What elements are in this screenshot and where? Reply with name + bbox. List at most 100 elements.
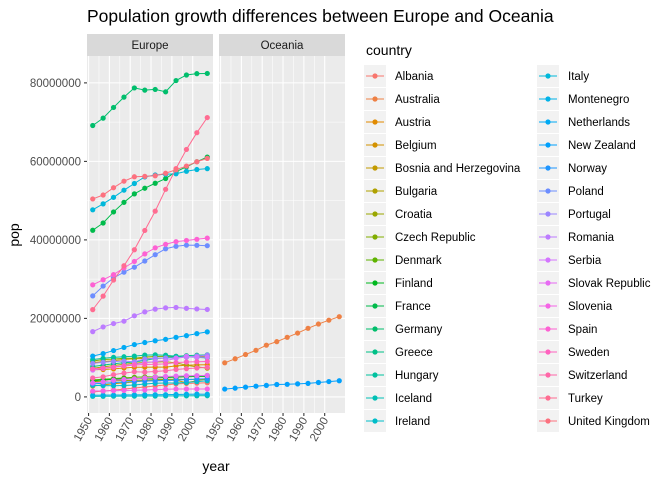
data-point-montenegro	[121, 392, 127, 398]
legend-item-greece: Greece	[364, 341, 433, 363]
data-point-spain	[204, 235, 210, 241]
data-point-australia	[315, 321, 322, 327]
legend-label: Portugal	[568, 209, 611, 221]
data-point-turkey	[204, 114, 210, 121]
data-point-slovenia	[204, 386, 210, 392]
data-point-turkey	[142, 227, 148, 234]
legend-label: Romania	[568, 232, 615, 244]
data-point-spain	[163, 241, 169, 247]
legend-title: country	[366, 42, 412, 58]
data-point-portugal	[90, 360, 96, 367]
facet-strip-oceania: Oceania	[219, 34, 345, 56]
y-tick-label: 0	[75, 392, 81, 404]
data-point-romania	[90, 329, 96, 335]
data-point-poland	[194, 242, 200, 248]
legend-item-united-kingdom: United Kingdom	[537, 410, 650, 432]
legend-item-germany: Germany	[364, 318, 443, 340]
legend-item-croatia: Croatia	[364, 203, 433, 225]
legend-key-point	[372, 395, 378, 401]
data-point-switzerland	[152, 368, 158, 375]
legend-label: Turkey	[568, 393, 603, 405]
series-romania	[90, 304, 210, 335]
data-point-montenegro	[90, 392, 96, 398]
legend-key-point	[372, 188, 378, 194]
data-point-poland	[121, 269, 127, 275]
data-point-switzerland	[142, 369, 148, 375]
data-point-spain	[173, 239, 179, 245]
data-point-germany	[100, 115, 106, 121]
series-line-iceland	[92, 395, 208, 397]
data-point-romania	[163, 305, 169, 311]
data-point-sweden	[90, 366, 96, 372]
data-point-sweden	[183, 359, 190, 365]
legend-label: Albania	[395, 71, 434, 83]
data-point-turkey	[110, 277, 117, 283]
data-point-germany	[121, 94, 127, 100]
data-point-france	[100, 220, 106, 226]
legend-key-point	[545, 326, 551, 332]
legend-key-point	[545, 165, 551, 171]
data-point-poland	[100, 283, 106, 289]
grid-lines	[87, 56, 345, 413]
legend-label: Slovak Republic	[568, 278, 651, 290]
legend-key-point	[545, 73, 551, 79]
series-germany	[90, 70, 210, 129]
data-point-hungary	[100, 355, 106, 361]
data-point-montenegro	[194, 391, 200, 397]
data-point-sweden	[173, 360, 179, 366]
series-australia	[222, 314, 342, 366]
data-point-slovenia	[131, 387, 137, 393]
data-point-montenegro	[100, 392, 106, 398]
legend-label: Belgium	[395, 140, 437, 152]
data-point-germany	[194, 71, 200, 77]
data-point-new-zealand	[336, 378, 342, 384]
legend-label: Hungary	[395, 370, 439, 382]
legend-item-austria: Austria	[364, 111, 431, 133]
data-point-netherlands	[152, 338, 158, 344]
data-point-new-zealand	[263, 382, 269, 389]
data-point-france	[152, 180, 158, 186]
y-tick-label: 80000000	[30, 78, 81, 90]
data-point-slovenia	[100, 388, 106, 394]
data-point-netherlands	[100, 351, 106, 357]
data-point-australia	[242, 351, 249, 358]
data-point-sweden	[110, 364, 117, 370]
series-new-zealand	[222, 378, 342, 392]
data-point-italy	[121, 187, 127, 193]
data-point-slovenia	[163, 386, 169, 392]
legend-label: Switzerland	[568, 370, 627, 382]
data-point-new-zealand	[326, 378, 332, 385]
legend-label: Ireland	[395, 416, 430, 428]
legend-key-point	[372, 257, 378, 263]
legend-item-sweden: Sweden	[537, 341, 610, 363]
data-point-italy	[90, 207, 96, 213]
series-slovenia	[90, 386, 210, 394]
data-point-new-zealand	[305, 380, 311, 387]
data-point-netherlands	[204, 329, 210, 335]
legend-key-point	[545, 119, 551, 125]
legend-label: Slovenia	[568, 301, 613, 313]
data-point-germany	[110, 104, 117, 111]
data-point-slovenia	[90, 388, 96, 394]
data-point-united-kingdom	[173, 167, 179, 173]
data-point-switzerland	[194, 365, 200, 371]
strip-label-oceania: Oceania	[261, 40, 304, 52]
data-point-romania	[183, 305, 190, 311]
data-point-turkey	[163, 186, 169, 192]
legend-key-point	[545, 372, 551, 378]
data-point-slovak-republic	[194, 373, 200, 379]
data-point-turkey	[183, 146, 190, 153]
legend-item-slovenia: Slovenia	[537, 295, 613, 317]
data-point-switzerland	[131, 369, 137, 375]
data-point-serbia	[173, 355, 179, 361]
data-point-switzerland	[204, 364, 210, 370]
legend-key-point	[372, 142, 378, 148]
data-point-poland	[131, 264, 137, 270]
data-point-serbia	[194, 354, 200, 360]
data-point-hungary	[131, 353, 137, 359]
data-point-switzerland	[121, 370, 127, 376]
data-point-spain	[152, 245, 158, 251]
data-point-montenegro	[204, 391, 210, 397]
data-point-montenegro	[131, 392, 137, 398]
data-point-romania	[142, 309, 148, 315]
